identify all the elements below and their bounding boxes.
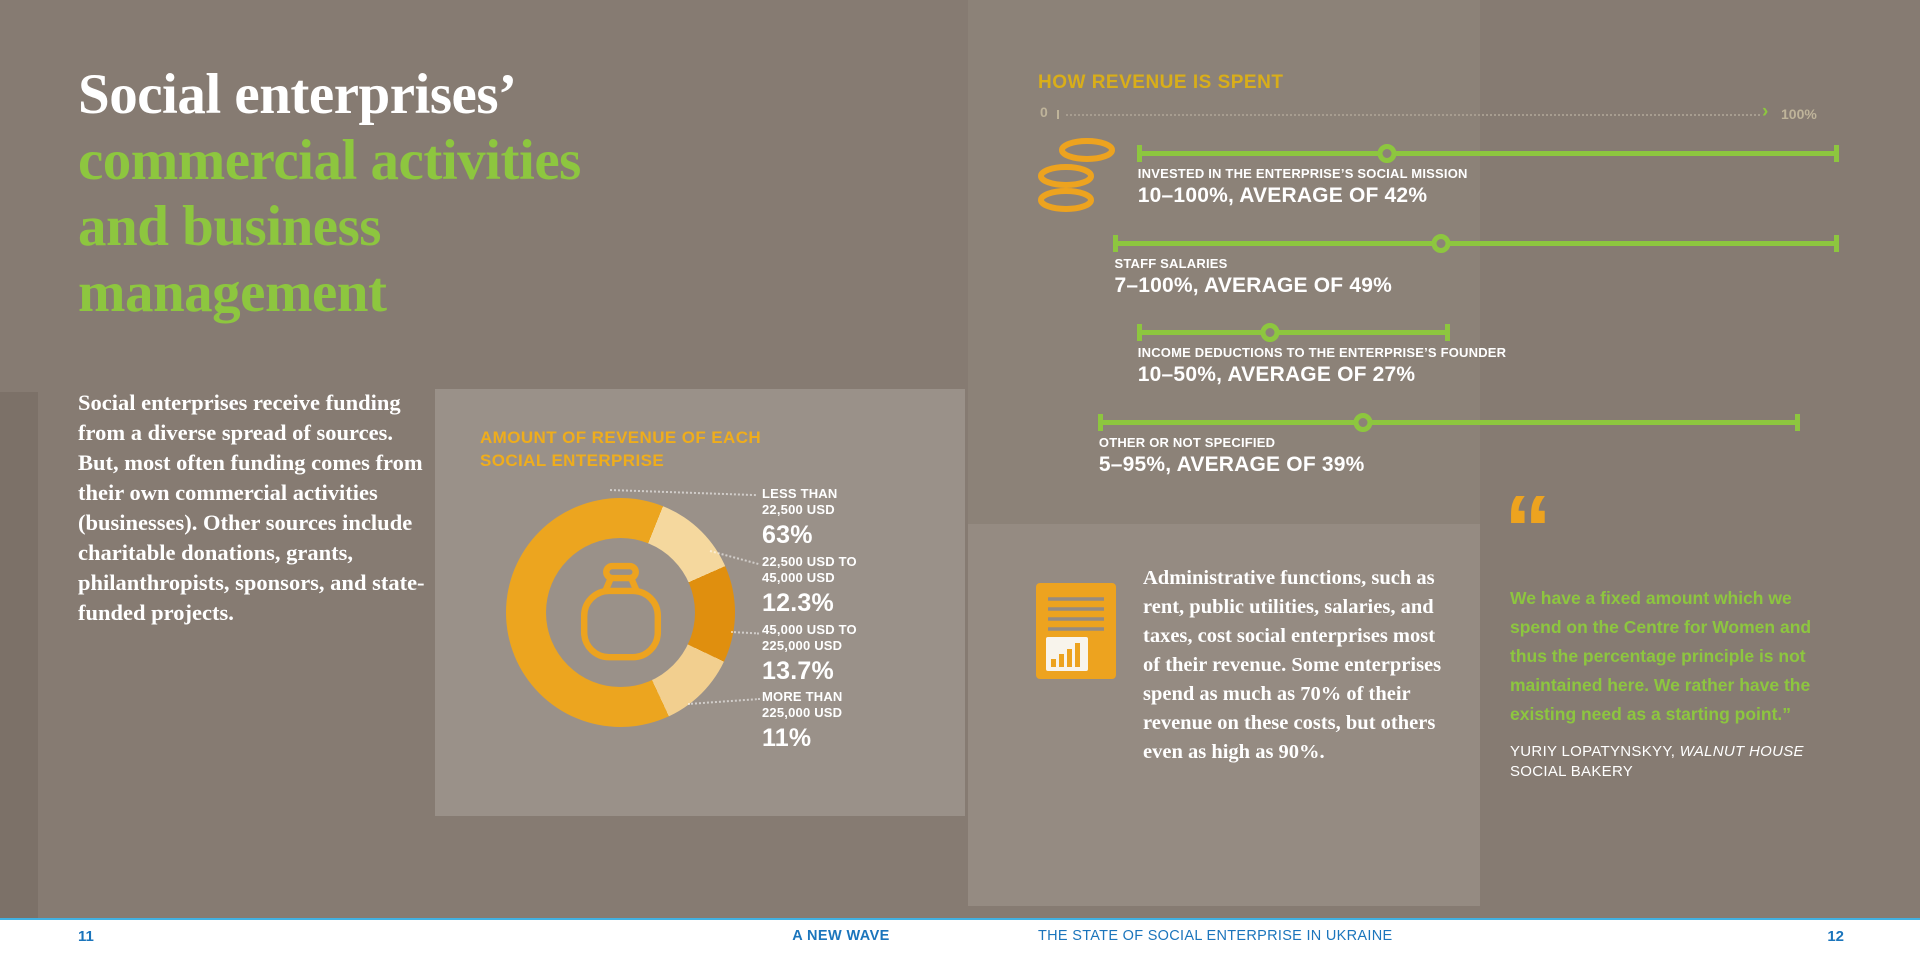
quote-organization: WALNUT HOUSE <box>1679 743 1804 760</box>
title-line-4: management <box>78 261 387 324</box>
donut-hole <box>546 538 695 687</box>
page-number-left: 11 <box>78 928 94 945</box>
revenue-spent-title: HOW REVENUE IS SPENT <box>1038 72 1284 93</box>
slider-value: 10–100%, AVERAGE OF 42% <box>1137 184 1428 207</box>
revenue-slider-1: STAFF SALARIES 7–100%, AVERAGE OF 49% <box>1060 234 1839 301</box>
slider-label: STAFF SALARIES <box>1114 256 1228 271</box>
scale-dotted-line <box>1066 114 1760 116</box>
scale-arrow-icon: › <box>1762 101 1769 122</box>
title-line-1: Social enterprises’ <box>78 63 517 126</box>
slider-min-cap <box>1113 235 1119 252</box>
revenue-slider-3: OTHER OR NOT SPECIFIED 5–95%, AVERAGE OF… <box>1060 413 1838 480</box>
segment-label-line: LESS THAN <box>762 486 838 501</box>
segment-value: 13.7% <box>762 657 834 685</box>
footer-report-title: THE STATE OF SOCIAL ENTERPRISE IN UKRAIN… <box>1038 928 1393 944</box>
segment-label: 45,000 USD TO 225,000 USD <box>762 622 972 653</box>
money-pot-icon <box>580 562 661 660</box>
slider-max-cap <box>1833 235 1839 252</box>
segment-label-line: MORE THAN <box>762 689 843 704</box>
bar-chart-icon <box>1036 583 1116 679</box>
slider-average-marker <box>1353 413 1373 432</box>
quote-mark-icon: “ <box>1504 476 1552 583</box>
slider-label: OTHER OR NOT SPECIFIED <box>1098 435 1276 450</box>
segment-label: MORE THAN 225,000 USD <box>762 689 972 720</box>
slider-value: 10–50%, AVERAGE OF 27% <box>1137 363 1416 386</box>
coins-icon <box>1038 138 1115 212</box>
segment-label: LESS THAN 22,500 USD <box>762 486 972 517</box>
segment-value: 63% <box>762 521 813 549</box>
slider-label: INCOME DEDUCTIONS TO THE ENTERPRISE’S FO… <box>1137 345 1507 360</box>
page-number-right: 12 <box>1827 928 1844 945</box>
segment-label-line: 45,000 USD TO <box>762 622 857 637</box>
slider-max-cap <box>1444 324 1450 341</box>
slider-min-cap <box>1097 414 1103 431</box>
slider-min-cap <box>1136 145 1142 162</box>
revenue-slider-2: INCOME DEDUCTIONS TO THE ENTERPRISE’S FO… <box>1060 323 1838 390</box>
revenue-slider-0: INVESTED IN THE ENTERPRISE’S SOCIAL MISS… <box>1060 144 1839 211</box>
slider-min-cap <box>1136 324 1142 341</box>
segment-label-line: 45,000 USD <box>762 569 835 585</box>
slider-track <box>1136 144 1839 163</box>
donut-label-1: 22,500 USD TO 45,000 USD 12.3% <box>762 554 972 618</box>
admin-note: Administrative functions, such as rent, … <box>1143 567 1442 763</box>
scale-min-label: 0 <box>1040 104 1048 120</box>
slider-average-marker <box>1377 144 1397 163</box>
title-line-2: commercial activities <box>78 129 581 192</box>
slider-value: 7–100%, AVERAGE OF 49% <box>1114 274 1392 297</box>
footer-bar: 11 A NEW WAVE THE STATE OF SOCIAL ENTERP… <box>0 918 1920 960</box>
slider-max-cap <box>1795 414 1801 431</box>
slider-label: INVESTED IN THE ENTERPRISE’S SOCIAL MISS… <box>1137 166 1468 181</box>
donut-label-2: 45,000 USD TO 225,000 USD 13.7% <box>762 622 972 686</box>
slider-track <box>1113 234 1839 253</box>
page-title: Social enterprises’ commercial activitie… <box>78 62 581 326</box>
revenue-amount-title: AMOUNT OF REVENUE OF EACH SOCIAL ENTERPR… <box>480 426 761 472</box>
segment-label: 22,500 USD TO 45,000 USD <box>762 554 972 585</box>
revenue-amount-title-line-1: AMOUNT OF REVENUE OF EACH <box>480 428 762 447</box>
revenue-amount-title-line-2: SOCIAL ENTERPRISE <box>480 451 665 470</box>
segment-label-line: 22,500 USD TO <box>762 554 857 569</box>
slider-max-cap <box>1833 145 1839 162</box>
slider-average-marker <box>1260 323 1280 342</box>
slider-value: 5–95%, AVERAGE OF 39% <box>1098 453 1365 476</box>
segment-label-line: 225,000 USD <box>762 637 843 653</box>
title-line-3: and business <box>78 195 381 258</box>
donut-label-0: LESS THAN 22,500 USD 63% <box>762 486 972 550</box>
footer-series-title: A NEW WAVE <box>792 928 890 944</box>
quote-author: YURIY LOPATYNSKYY, <box>1510 743 1680 760</box>
segment-value: 12.3% <box>762 589 834 617</box>
quote-attribution-suffix: SOCIAL BAKERY <box>1510 763 1634 780</box>
segment-label-line: 225,000 USD <box>762 704 843 720</box>
slider-track <box>1136 323 1450 342</box>
quote-attribution: YURIY LOPATYNSKYY, WALNUT HOUSE SOCIAL B… <box>1510 742 1846 782</box>
slider-average-marker <box>1431 234 1451 253</box>
segment-label-line: 22,500 USD <box>762 501 835 517</box>
segment-value: 11% <box>762 724 812 752</box>
revenue-spent-panel <box>968 0 1480 524</box>
scale-max-label: 100% <box>1781 106 1817 122</box>
slider-track <box>1097 413 1801 432</box>
donut-label-3: MORE THAN 225,000 USD 11% <box>762 689 972 753</box>
quote-text: We have a fixed amount which we spend on… <box>1510 588 1812 724</box>
scale-tick <box>1057 110 1059 119</box>
intro-paragraph: Social enterprises receive funding from … <box>78 390 425 625</box>
left-edge-strip <box>0 392 38 918</box>
